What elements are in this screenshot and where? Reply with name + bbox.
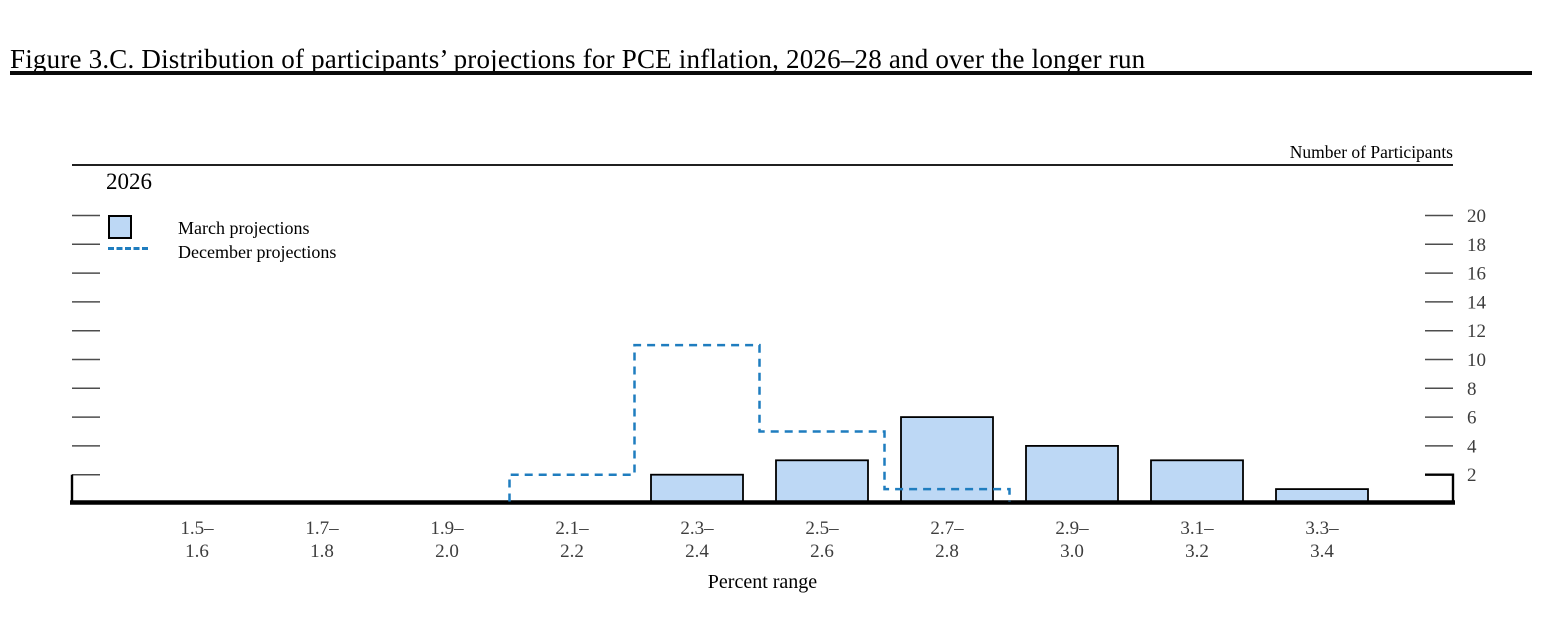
legend-label-december: December projections: [178, 242, 337, 262]
december-dash-swatch: [108, 247, 148, 250]
x-tick-label-bottom: 1.8: [310, 541, 334, 562]
x-tick-label-bottom: 2.2: [560, 541, 584, 562]
x-tick-label-bottom: 2.0: [435, 541, 459, 562]
y-tick-label: 14: [1467, 292, 1487, 313]
x-tick-label-bottom: 2.4: [685, 541, 709, 562]
x-tick-label-top: 2.7–: [930, 518, 964, 539]
x-tick-label-top: 2.5–: [805, 518, 839, 539]
march-bar-2.3–2.4: [650, 473, 744, 505]
x-tick-label-top: 3.3–: [1305, 518, 1339, 539]
legend-label-march: March projections: [178, 218, 310, 238]
x-tick-label-top: 2.1–: [555, 518, 589, 539]
right-axis-title: Number of Participants: [1289, 142, 1453, 162]
y-tick-label: 12: [1467, 321, 1486, 342]
figure-title: Figure 3.C. Distribution of participants…: [10, 44, 1146, 75]
y-tick-label: 10: [1467, 350, 1486, 371]
y-tick-label: 4: [1467, 436, 1477, 457]
march-bar-3.1–3.2: [1150, 459, 1244, 505]
x-tick-label-top: 3.1–: [1180, 518, 1214, 539]
y-tick-label: 18: [1467, 235, 1486, 256]
title-rule: [10, 71, 1532, 75]
x-axis-title: Percent range: [707, 571, 818, 593]
y-tick-label: 20: [1467, 206, 1486, 227]
y-tick-label: 8: [1467, 379, 1477, 400]
panel-year-label: 2026: [106, 169, 152, 194]
december-step-line: [508, 343, 1011, 502]
legend: March projections December projections: [108, 213, 428, 273]
x-tick-label-top: 1.5–: [180, 518, 214, 539]
x-tick-label-top: 2.9–: [1055, 518, 1089, 539]
y-tick-label: 16: [1467, 264, 1486, 285]
x-tick-label-top: 1.7–: [305, 518, 339, 539]
march-bar-2.5–2.6: [775, 459, 869, 505]
x-tick-label-bottom: 1.6: [185, 541, 209, 562]
y-tick-label: 2: [1467, 465, 1477, 486]
y-tick-label: 6: [1467, 408, 1477, 429]
x-tick-label-top: 1.9–: [430, 518, 464, 539]
right-frame-riser: [1425, 473, 1455, 504]
x-tick-label-bottom: 2.6: [810, 541, 834, 562]
march-bar-2.9–3.0: [1025, 444, 1119, 505]
x-tick-label-bottom: 3.4: [1310, 541, 1334, 562]
x-tick-label-bottom: 3.0: [1060, 541, 1084, 562]
x-tick-label-bottom: 3.2: [1185, 541, 1209, 562]
march-bar-2.7–2.8: [900, 416, 994, 505]
x-tick-label-top: 2.3–: [680, 518, 714, 539]
march-bar-swatch: [108, 215, 132, 239]
x-tick-label-bottom: 2.8: [935, 541, 959, 562]
